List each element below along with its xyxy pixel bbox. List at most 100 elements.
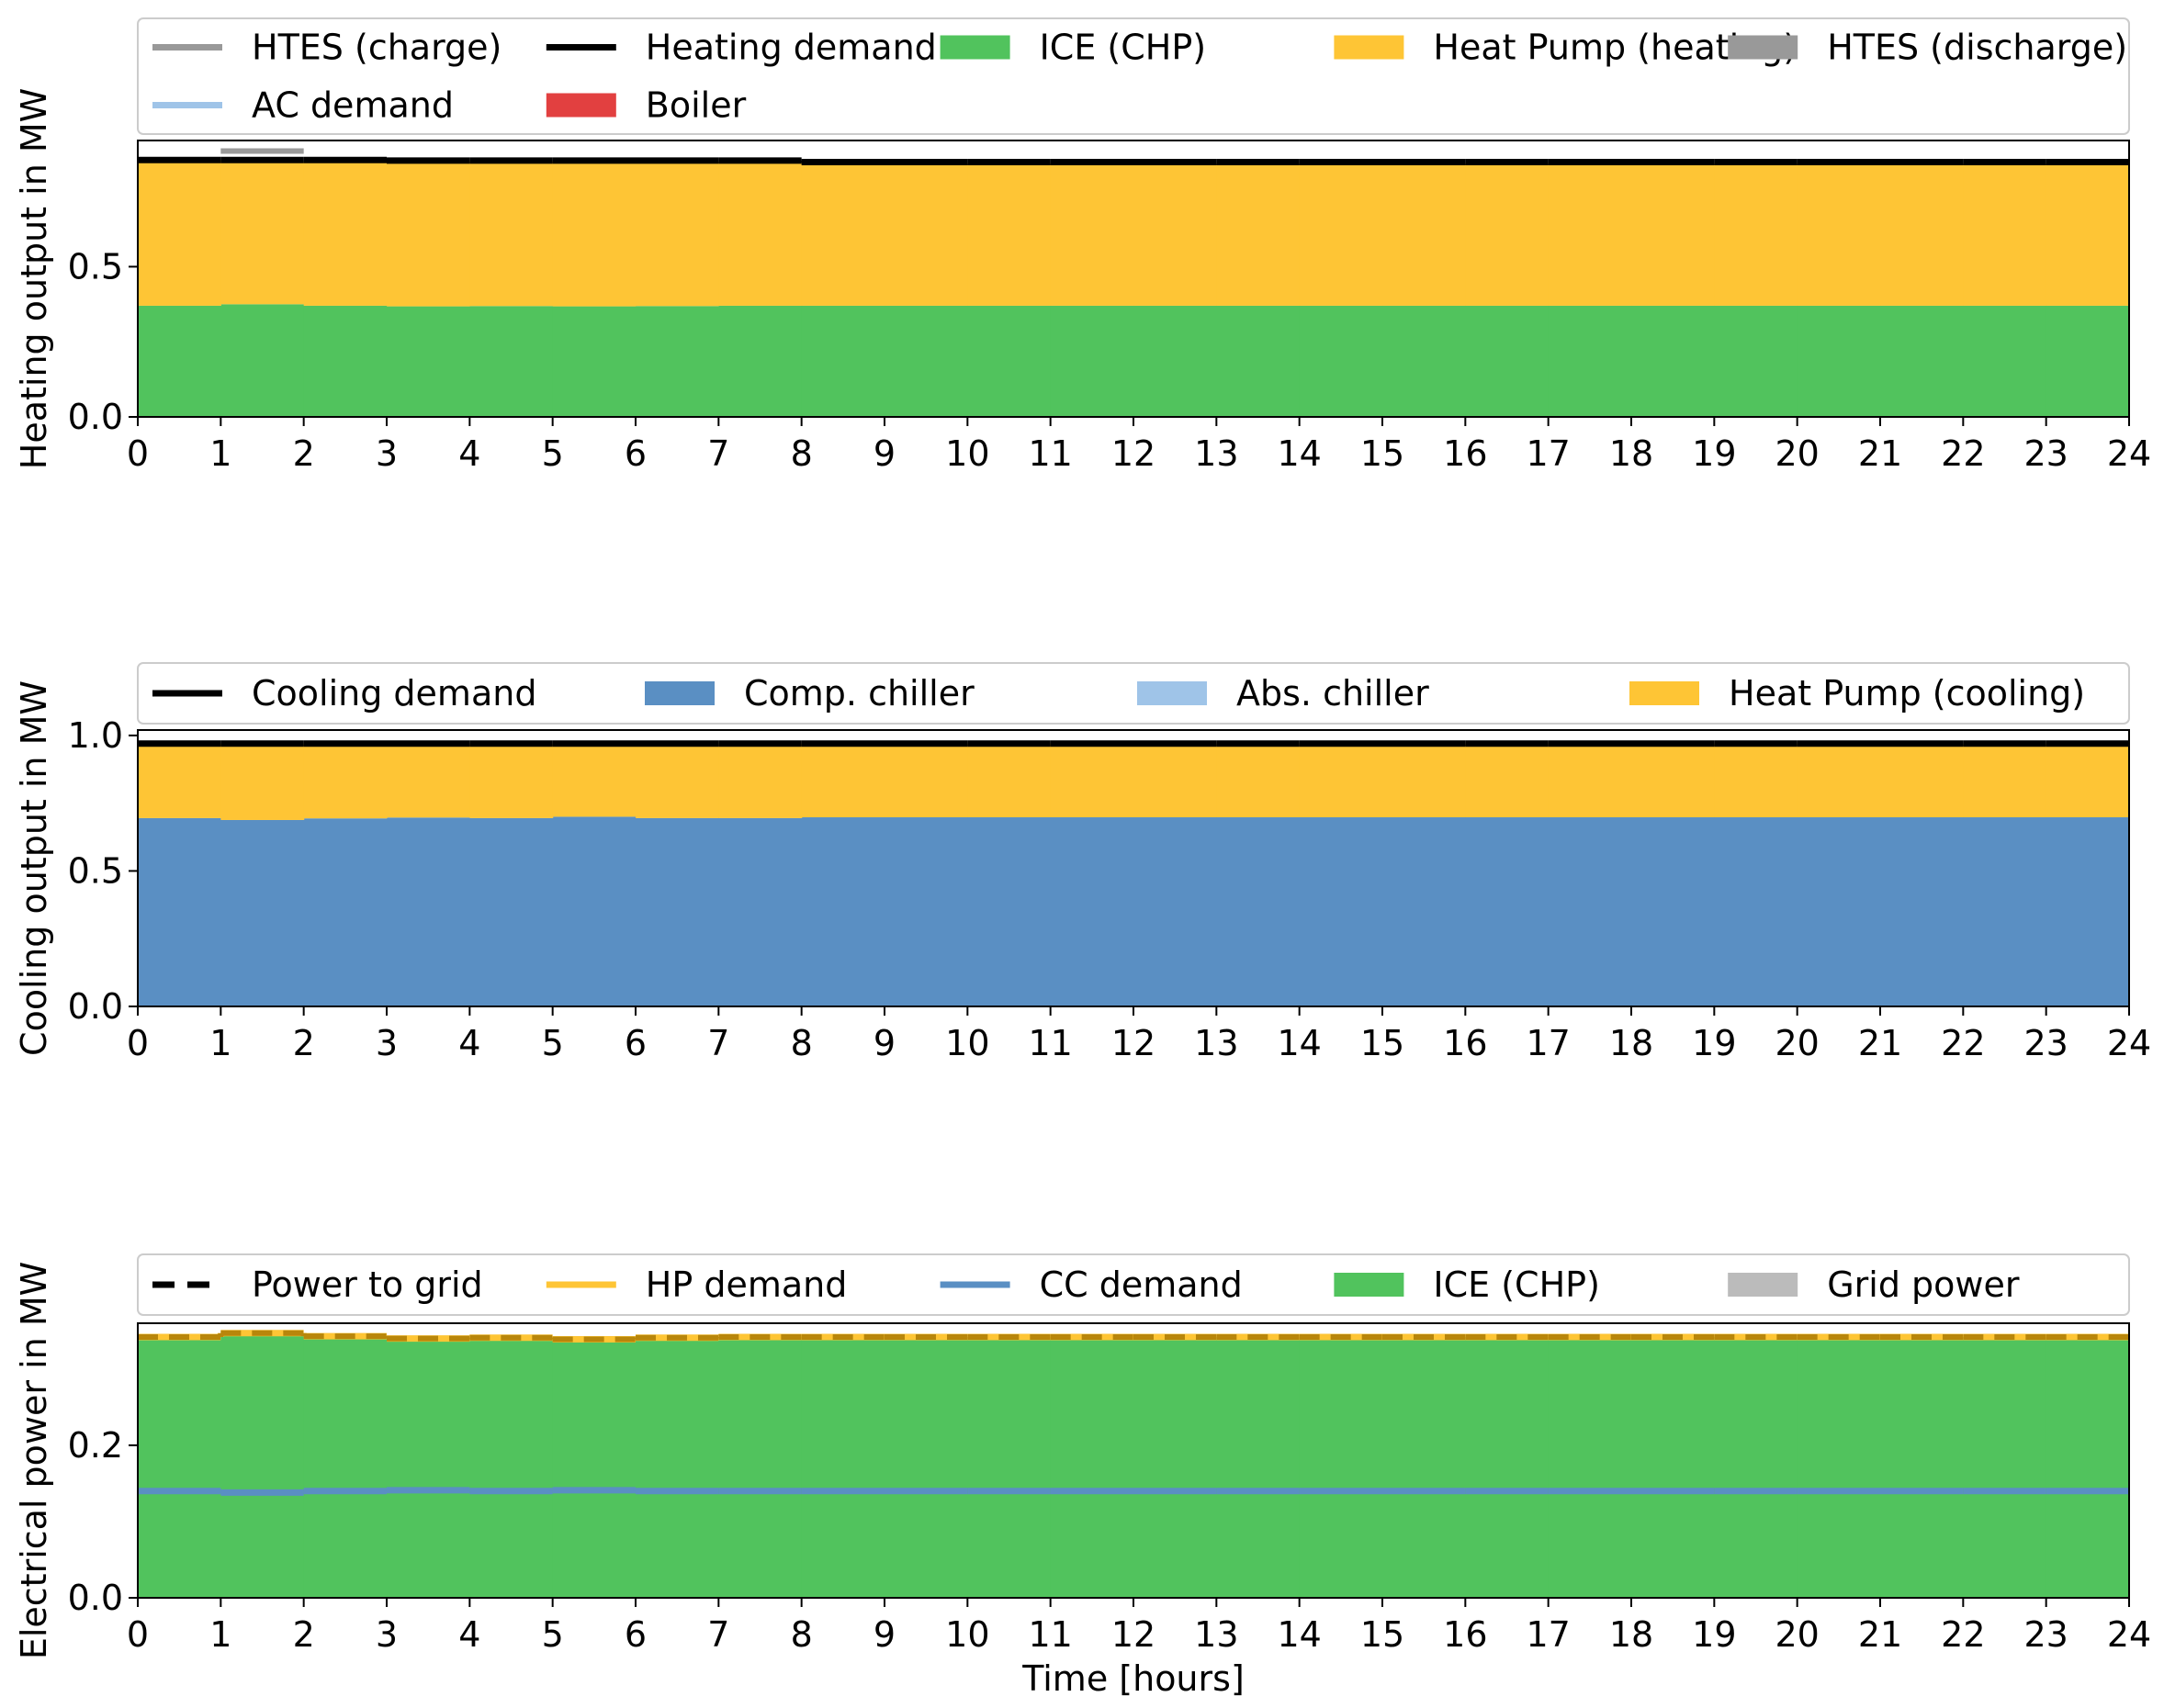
legend-swatch	[1137, 681, 1207, 705]
area-segment	[885, 1336, 968, 1598]
area-segment	[1299, 305, 1383, 417]
area-segment	[138, 160, 221, 306]
x-tick-label: 13	[1194, 1023, 1238, 1063]
area-segment	[1714, 817, 1798, 1006]
x-axis: 0 1 2 3 4 5 6 7 8 9 10 11 12 13 14 15 16 17 18 19 20 21 22 23 24	[127, 1598, 2151, 1655]
y-tick-label: 0.2	[68, 1425, 123, 1466]
area-segment	[1216, 743, 1301, 818]
legend-item-cooling-demand: Cooling demand	[152, 673, 536, 714]
area-segment	[1382, 743, 1466, 818]
x-tick-label: 12	[1111, 433, 1155, 474]
area-segment	[1465, 163, 1550, 306]
x-tick-label: 1	[209, 1614, 231, 1655]
area-segment	[387, 743, 470, 818]
area-segment	[1631, 817, 1715, 1006]
area-segment	[1050, 305, 1134, 417]
legend-item-grid-power: Grid power	[1728, 1264, 2020, 1305]
x-tick-label: 15	[1360, 1614, 1404, 1655]
x-tick-label: 1	[209, 433, 231, 474]
y-tick-label: 0.0	[68, 986, 123, 1027]
area-segment	[1880, 743, 1964, 818]
x-tick-label: 8	[791, 1614, 813, 1655]
area-segment	[303, 161, 388, 306]
area-segment	[1714, 743, 1798, 818]
x-tick-label: 13	[1194, 1614, 1238, 1655]
y-axis: 0.0 0.2	[68, 1425, 138, 1618]
area-series-ice-chp-	[138, 304, 2129, 417]
x-tick-label: 4	[458, 1023, 480, 1063]
x-tick-label: 23	[2023, 1023, 2068, 1063]
area-segment	[967, 1336, 1052, 1598]
area-segment	[1050, 817, 1134, 1006]
area-segment	[469, 161, 554, 307]
legend-item-abs-chiller: Abs. chiller	[1137, 673, 1429, 714]
area-segment	[303, 305, 388, 417]
legend-frame	[137, 17, 2130, 135]
area-segment	[801, 1336, 885, 1598]
legend-label: CC demand	[1040, 1264, 1243, 1305]
x-tick-label: 22	[1941, 1614, 1985, 1655]
legend-label: AC demand	[252, 85, 454, 126]
area-segment	[220, 819, 305, 1006]
area-segment	[718, 817, 803, 1006]
area-series-ice-chp-	[138, 1332, 2129, 1598]
plot-area	[138, 740, 2129, 1006]
area-segment	[1382, 163, 1466, 306]
area-segment	[1797, 817, 1881, 1006]
x-tick-label: 2	[293, 1023, 315, 1063]
x-tick-label: 7	[707, 1023, 729, 1063]
area-segment	[2046, 305, 2129, 417]
x-tick-label: 14	[1277, 1614, 1321, 1655]
area-segment	[1548, 163, 1632, 306]
area-segment	[1714, 163, 1798, 306]
legend-item-heat-pump-cooling-: Heat Pump (cooling)	[1629, 673, 2085, 714]
area-segment	[387, 1338, 470, 1598]
area-segment	[885, 817, 968, 1006]
area-segment	[1133, 163, 1217, 306]
x-tick-label: 21	[1858, 1614, 1902, 1655]
area-segment	[1880, 163, 1964, 306]
legend: Cooling demand Comp. chiller Abs. chiller H…	[137, 662, 2130, 725]
area-segment	[1880, 1336, 1964, 1598]
area-segment	[1714, 305, 1798, 417]
area-segment	[1216, 1336, 1301, 1598]
area-segment	[718, 161, 803, 306]
x-tick-label: 23	[2023, 433, 2068, 474]
x-tick-label: 22	[1941, 433, 1985, 474]
x-tick-label: 4	[458, 1614, 480, 1655]
y-axis-label: Electrical power in MW	[14, 1262, 54, 1659]
x-tick-label: 10	[945, 1023, 989, 1063]
area-segment	[1880, 305, 1964, 417]
x-tick-label: 20	[1775, 1023, 1819, 1063]
x-axis-label: Time [hours]	[1021, 1658, 1245, 1699]
legend-swatch	[546, 93, 616, 118]
legend-label: Abs. chiller	[1236, 673, 1429, 714]
area-segment	[1382, 817, 1466, 1006]
area-segment	[1465, 305, 1550, 417]
legend-label: Power to grid	[252, 1264, 483, 1305]
plot-area	[138, 1330, 2129, 1598]
area-segment	[636, 306, 719, 417]
line-series-power-to-grid	[138, 1330, 2129, 1343]
area-segment	[138, 305, 221, 417]
legend-label: Heating demand	[646, 28, 937, 68]
area-segment	[1963, 1336, 2047, 1598]
area-segment	[1797, 743, 1881, 818]
y-tick-label: 0.0	[68, 397, 123, 437]
legend-label: ICE (CHP)	[1433, 1264, 1600, 1305]
area-segment	[469, 743, 554, 818]
chart-panel-1: 0 1 2 3 4 5 6 7 8 9 10 11 12 13 14 15 16 17 18 19 20 21 22 23 24…	[14, 17, 2151, 474]
x-tick-label: 7	[707, 433, 729, 474]
x-tick-label: 13	[1194, 433, 1238, 474]
x-tick-label: 24	[2107, 433, 2151, 474]
x-tick-label: 17	[1526, 1614, 1570, 1655]
x-tick-label: 8	[791, 433, 813, 474]
x-tick-label: 12	[1111, 1023, 1155, 1063]
x-tick-label: 15	[1360, 1023, 1404, 1063]
area-segment	[885, 305, 968, 417]
area-segment	[967, 743, 1052, 818]
legend-item-htes-discharge-: HTES (discharge)	[1728, 28, 2127, 68]
area-segment	[1631, 305, 1715, 417]
x-tick-label: 22	[1941, 1023, 1985, 1063]
